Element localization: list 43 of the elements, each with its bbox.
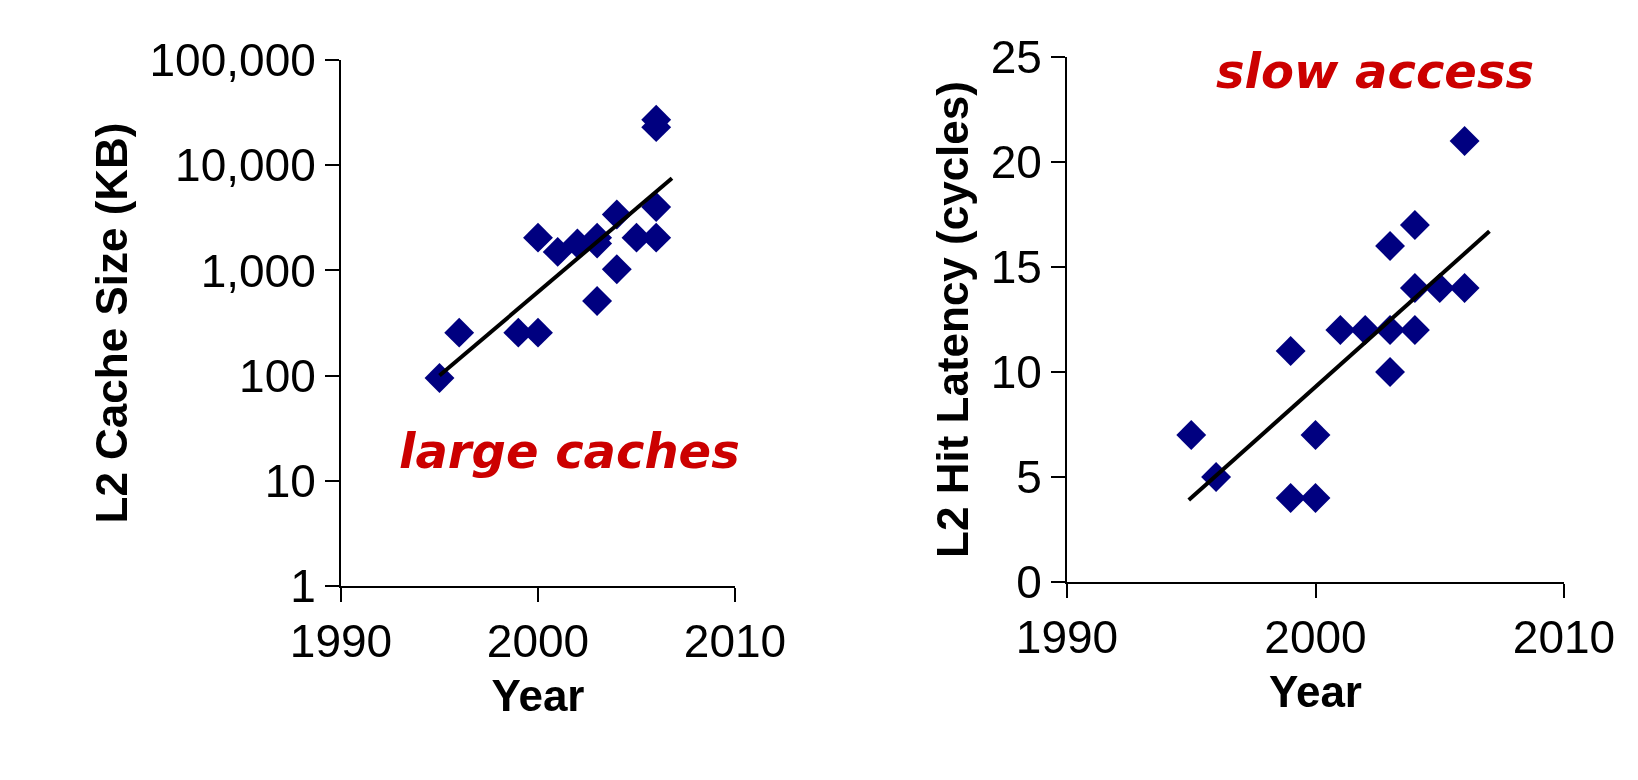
point [1275,483,1306,513]
y-tick-label: 10,000 [175,139,316,192]
point [1399,315,1430,345]
annotation: large caches [399,423,740,479]
y-tick-label: 15 [990,241,1042,294]
y-tick-label: 10 [990,346,1042,399]
point [641,192,672,223]
annotation: slow access [1216,43,1535,99]
point [1176,420,1207,450]
point [1399,210,1430,240]
point [582,286,613,316]
y-tick-label: 25 [990,31,1042,84]
y-axis-title: L2 Hit Latency (cycles) [928,81,978,558]
y-tick-label: 100,000 [149,34,316,87]
point [1449,273,1480,303]
x-axis-title: Year [491,671,585,720]
point [424,362,455,393]
x-tick-label: 2000 [1264,611,1367,664]
point [444,317,475,348]
point [1375,357,1405,387]
y-tick-label: 20 [990,136,1042,189]
x-tick-label: 1990 [1015,611,1119,664]
y-tick-label: 100 [239,349,316,402]
x-tick-label: 2010 [683,615,787,668]
y-tick-label: 0 [1016,556,1042,609]
y-tick-label: 10 [264,454,316,507]
x-tick-label: 1990 [289,615,393,668]
point [1375,231,1405,261]
point [523,222,553,253]
y-tick-label: 1 [290,560,316,613]
point [542,236,573,267]
x-tick-label: 2000 [486,615,590,668]
y-axis-title: L2 Cache Size (KB) [87,122,137,524]
x-tick-label: 2010 [1512,611,1616,664]
point [1275,336,1306,366]
y-tick-label: 5 [1016,451,1042,504]
x-axis-title: Year [1269,667,1362,716]
point [1300,483,1331,513]
point [601,254,632,285]
point [1300,420,1331,450]
y-tick-label: 1,000 [200,244,316,297]
point [1325,315,1356,345]
point [1449,126,1480,156]
